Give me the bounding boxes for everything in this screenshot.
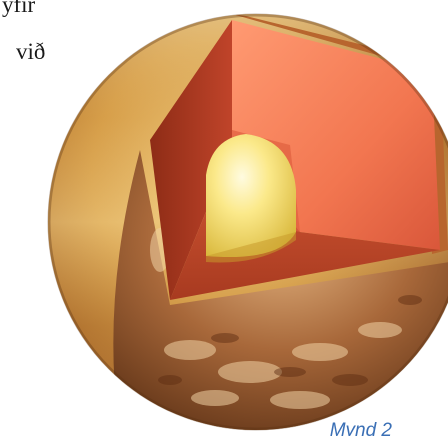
figure-caption: Mynd 2 [329,420,392,436]
body-text-fragment: við [16,39,46,64]
body-text-fragment: yfir [2,0,36,17]
